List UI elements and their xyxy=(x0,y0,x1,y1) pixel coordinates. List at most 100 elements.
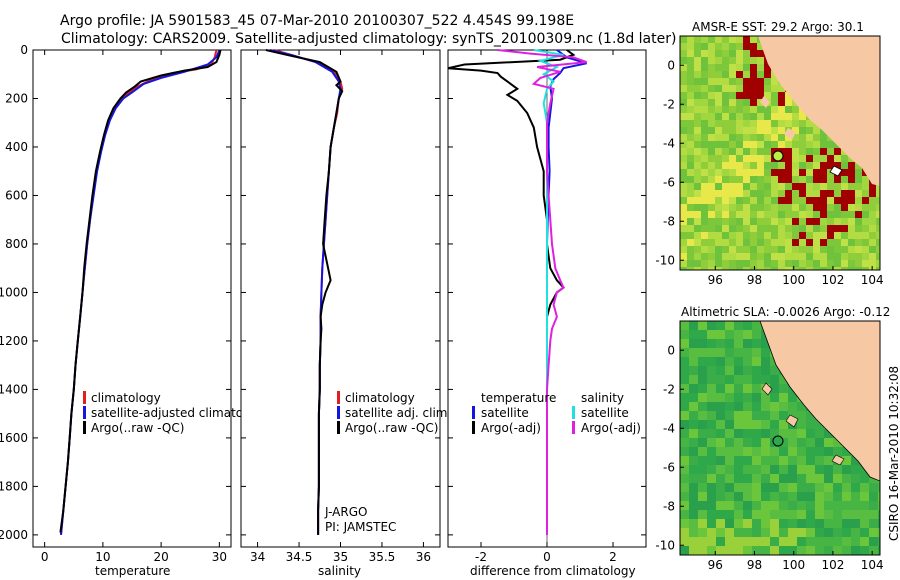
sst-cell xyxy=(687,71,694,78)
sst-cell xyxy=(827,141,834,148)
sst-cell xyxy=(715,120,722,127)
sla-cell xyxy=(734,519,743,528)
sst-cell xyxy=(680,211,687,218)
sst-cell xyxy=(813,260,820,267)
sst-cell xyxy=(701,141,708,148)
sst-cell xyxy=(680,239,687,246)
sla-cell xyxy=(743,438,752,447)
sla-cell xyxy=(833,465,842,474)
sst-cell xyxy=(687,253,694,260)
map-y-tick-label: -8 xyxy=(663,499,675,513)
sla-cell xyxy=(806,501,815,510)
sst-cell xyxy=(785,197,792,204)
sla-cell xyxy=(770,384,779,393)
sst-cell xyxy=(743,106,750,113)
sst-cell xyxy=(827,253,834,260)
sst-cell xyxy=(827,197,834,204)
sla-cell xyxy=(734,456,743,465)
sst-cell xyxy=(806,225,813,232)
sst-cell xyxy=(694,176,701,183)
sst-cell xyxy=(757,232,764,239)
sst-cell xyxy=(680,92,687,99)
sst-cell xyxy=(855,225,862,232)
sst-cell xyxy=(743,176,750,183)
sla-cell xyxy=(734,420,743,429)
sst-cell xyxy=(778,162,785,169)
sst-cell xyxy=(701,239,708,246)
sst-cell xyxy=(834,176,841,183)
sla-cell xyxy=(707,483,716,492)
sst-cell xyxy=(722,253,729,260)
sst-cell xyxy=(862,197,869,204)
sla-cell xyxy=(734,330,743,339)
sst-cell xyxy=(722,120,729,127)
sst-cell xyxy=(764,155,771,162)
sst-cell xyxy=(855,197,862,204)
sla-cell xyxy=(752,393,761,402)
sla-cell xyxy=(680,357,689,366)
sst-cell xyxy=(785,99,792,106)
sst-cell xyxy=(876,218,880,225)
sst-cell xyxy=(750,57,757,64)
sla-cell xyxy=(698,321,707,330)
legend-argo: Argo(..raw -QC) xyxy=(91,421,184,435)
sst-cell xyxy=(764,239,771,246)
sst-cell xyxy=(848,183,855,190)
x-tick-label: 2 xyxy=(609,550,617,564)
sst-cell xyxy=(680,57,687,64)
sla-cell xyxy=(707,438,716,447)
sla-cell xyxy=(689,501,698,510)
sst-cell xyxy=(708,190,715,197)
sst-cell xyxy=(694,246,701,253)
sla-cell xyxy=(680,384,689,393)
sst-cell xyxy=(855,169,862,176)
sst-cell xyxy=(785,176,792,183)
sst-cell xyxy=(792,246,799,253)
map-x-tick-label: 96 xyxy=(708,273,723,287)
sla-cell xyxy=(842,465,851,474)
sla-cell xyxy=(779,447,788,456)
sst-cell xyxy=(841,260,848,267)
sst-cell xyxy=(757,260,764,267)
sst-cell xyxy=(750,155,757,162)
sst-cell xyxy=(778,106,785,113)
sla-cell xyxy=(851,474,860,483)
sst-cell xyxy=(729,64,736,71)
sla-cell xyxy=(851,528,860,537)
sla-cell xyxy=(734,465,743,474)
sst-cell xyxy=(771,204,778,211)
sla-cell xyxy=(842,492,851,501)
sst-cell xyxy=(701,183,708,190)
sla-cell xyxy=(698,330,707,339)
sst-cell xyxy=(743,239,750,246)
sst-cell xyxy=(778,148,785,155)
sst-cell xyxy=(813,218,820,225)
sst-cell xyxy=(792,197,799,204)
legend-swatch-climatology xyxy=(83,391,86,404)
sst-cell xyxy=(827,218,834,225)
legend-swatch-temp-argo xyxy=(472,421,475,434)
sla-cell xyxy=(761,438,770,447)
sla-cell xyxy=(743,510,752,519)
y-tick-label: 200 xyxy=(5,91,28,105)
sst-cell xyxy=(778,141,785,148)
sst-cell xyxy=(701,148,708,155)
sla-cell xyxy=(689,537,698,546)
legend-temperature-header: temperature xyxy=(481,391,556,405)
difference-xlabel: difference from climatology xyxy=(470,564,636,578)
sla-cell xyxy=(734,411,743,420)
sst-cell xyxy=(743,141,750,148)
sla-cell xyxy=(797,510,806,519)
sst-cell xyxy=(708,211,715,218)
sla-cell xyxy=(806,492,815,501)
sst-map-frame xyxy=(679,35,881,271)
sst-cell xyxy=(785,232,792,239)
sla-cell xyxy=(698,519,707,528)
sst-cell xyxy=(855,162,862,169)
sst-cell xyxy=(743,127,750,134)
sst-cell xyxy=(750,71,757,78)
sst-cell xyxy=(855,183,862,190)
sst-cell xyxy=(757,141,764,148)
sla-cell xyxy=(707,420,716,429)
sst-cell xyxy=(708,57,715,64)
